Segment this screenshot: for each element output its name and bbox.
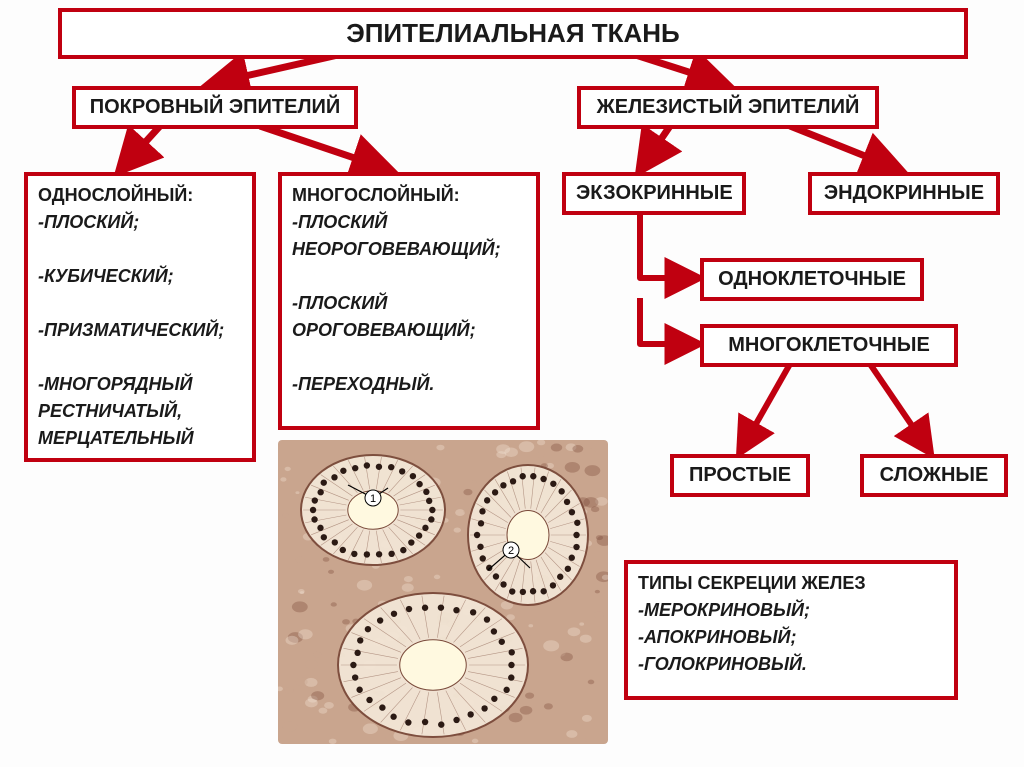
single-layer-items: -ПЛОСКИЙ; -КУБИЧЕСКИЙ; -ПРИЗМАТИЧЕСКИЙ; … bbox=[38, 209, 242, 452]
list-item: -ГОЛОКРИНОВЫЙ. bbox=[638, 651, 944, 678]
list-item: ОРОГОВЕВАЮЩИЙ; bbox=[292, 317, 526, 344]
endocrine-label: ЭНДОКРИННЫЕ bbox=[824, 182, 984, 204]
list-item: -ПЛОСКИЙ; bbox=[38, 209, 242, 236]
list-item: НЕОРОГОВЕВАЮЩИЙ; bbox=[292, 236, 526, 263]
glandular-epithelium-box: ЖЕЛЕЗИСТЫЙ ЭПИТЕЛИЙ bbox=[577, 86, 879, 129]
svg-text:2: 2 bbox=[508, 545, 514, 557]
histology-image: 12 bbox=[278, 440, 608, 744]
list-item bbox=[292, 263, 526, 290]
single-layer-heading: ОДНОСЛОЙНЫЙ: bbox=[38, 182, 242, 209]
list-item: -ПЕРЕХОДНЫЙ. bbox=[292, 371, 526, 398]
secretion-items: -МЕРОКРИНОВЫЙ;-АПОКРИНОВЫЙ;-ГОЛОКРИНОВЫЙ… bbox=[638, 597, 944, 678]
unicellular-label: ОДНОКЛЕТОЧНЫЕ bbox=[718, 268, 906, 290]
multi-layer-items: -ПЛОСКИЙ НЕОРОГОВЕВАЮЩИЙ; -ПЛОСКИЙ ОРОГО… bbox=[292, 209, 526, 398]
title-box: ЭПИТЕЛИАЛЬНАЯ ТКАНЬ bbox=[58, 8, 968, 59]
list-item: МЕРЦАТЕЛЬНЫЙ bbox=[38, 425, 242, 452]
secretion-types-box: ТИПЫ СЕКРЕЦИИ ЖЕЛЕЗ -МЕРОКРИНОВЫЙ;-АПОКР… bbox=[624, 560, 958, 700]
list-item bbox=[38, 236, 242, 263]
simple-label: ПРОСТЫЕ bbox=[689, 464, 791, 486]
multicellular-label: МНОГОКЛЕТОЧНЫЕ bbox=[728, 334, 930, 356]
complex-box: СЛОЖНЫЕ bbox=[860, 454, 1008, 497]
list-item: -АПОКРИНОВЫЙ; bbox=[638, 624, 944, 651]
multi-layer-box: МНОГОСЛОЙНЫЙ: -ПЛОСКИЙ НЕОРОГОВЕВАЮЩИЙ; … bbox=[278, 172, 540, 430]
list-item: -МНОГОРЯДНЫЙ bbox=[38, 371, 242, 398]
exocrine-label: ЭКЗОКРИННЫЕ bbox=[576, 182, 733, 204]
exocrine-box: ЭКЗОКРИННЫЕ bbox=[562, 172, 746, 215]
glandular-epithelium-label: ЖЕЛЕЗИСТЫЙ ЭПИТЕЛИЙ bbox=[597, 96, 860, 118]
secretion-heading: ТИПЫ СЕКРЕЦИИ ЖЕЛЕЗ bbox=[638, 570, 944, 597]
list-item: РЕСТНИЧАТЫЙ, bbox=[38, 398, 242, 425]
list-item: -ПРИЗМАТИЧЕСКИЙ; bbox=[38, 317, 242, 344]
unicellular-box: ОДНОКЛЕТОЧНЫЕ bbox=[700, 258, 924, 301]
simple-box: ПРОСТЫЕ bbox=[670, 454, 810, 497]
list-item bbox=[38, 290, 242, 317]
list-item: -КУБИЧЕСКИЙ; bbox=[38, 263, 242, 290]
single-layer-box: ОДНОСЛОЙНЫЙ: -ПЛОСКИЙ; -КУБИЧЕСКИЙ; -ПРИ… bbox=[24, 172, 256, 462]
covering-epithelium-label: ПОКРОВНЫЙ ЭПИТЕЛИЙ bbox=[90, 96, 341, 118]
multi-layer-heading: МНОГОСЛОЙНЫЙ: bbox=[292, 182, 526, 209]
endocrine-box: ЭНДОКРИННЫЕ bbox=[808, 172, 1000, 215]
svg-text:1: 1 bbox=[370, 493, 376, 505]
list-item: -МЕРОКРИНОВЫЙ; bbox=[638, 597, 944, 624]
list-item bbox=[38, 344, 242, 371]
list-item: -ПЛОСКИЙ bbox=[292, 290, 526, 317]
list-item: -ПЛОСКИЙ bbox=[292, 209, 526, 236]
title-text: ЭПИТЕЛИАЛЬНАЯ ТКАНЬ bbox=[346, 18, 680, 48]
list-item bbox=[292, 344, 526, 371]
covering-epithelium-box: ПОКРОВНЫЙ ЭПИТЕЛИЙ bbox=[72, 86, 358, 129]
complex-label: СЛОЖНЫЕ bbox=[880, 464, 989, 486]
multicellular-box: МНОГОКЛЕТОЧНЫЕ bbox=[700, 324, 958, 367]
